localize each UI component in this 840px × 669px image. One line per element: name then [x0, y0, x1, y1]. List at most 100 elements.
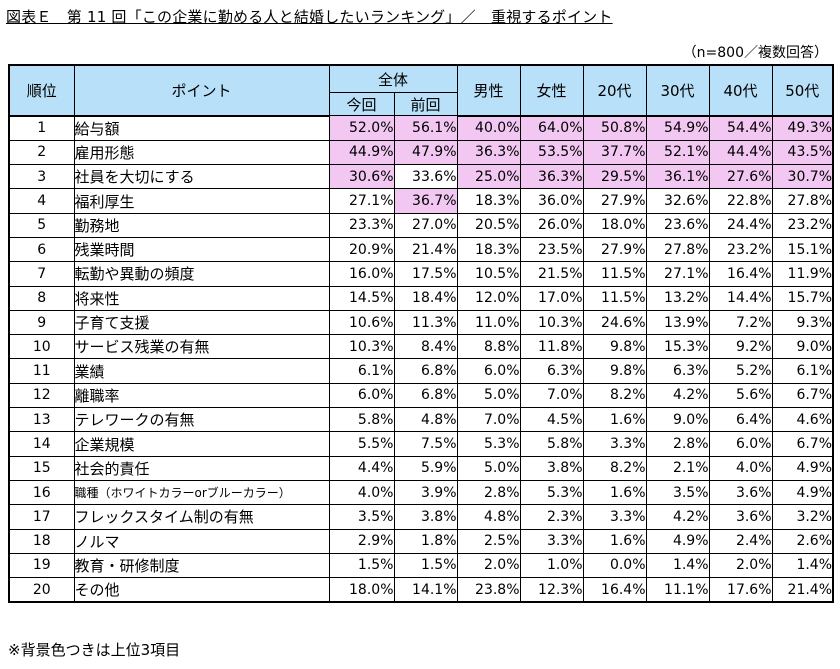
rank-cell: 4	[8, 188, 75, 214]
value-cell: 7.0%	[519, 382, 584, 409]
value-cell: 54.4%	[708, 115, 773, 141]
value-cell: 54.9%	[645, 115, 710, 141]
value-cell: 27.1%	[645, 261, 710, 287]
value-cell: 3.8%	[519, 455, 584, 481]
value-cell: 4.6%	[771, 407, 834, 433]
rank-cell: 5	[8, 212, 75, 238]
value-cell: 23.6%	[645, 212, 710, 238]
value-cell: 1.5%	[328, 552, 395, 579]
table-row: 4 福利厚生 27.1% 36.7% 18.3% 36.0% 27.9% 32.6% 22.8%…	[8, 188, 834, 214]
value-cell: 5.3%	[456, 431, 521, 457]
value-cell: 3.8%	[393, 504, 458, 530]
value-cell: 8.8%	[456, 334, 521, 360]
table-row: 10 サービス残業の有無 10.3% 8.4% 8.8% 11.8% 9.8% 15.3% 9.…	[8, 334, 834, 360]
point-cell: その他	[73, 577, 330, 603]
table-row: 17 フレックスタイム制の有無 3.5% 3.8% 4.8% 2.3% 3.3% 4.2% 3.…	[8, 504, 834, 530]
value-cell: 30.6%	[328, 164, 395, 190]
header-age40: 40代	[708, 64, 773, 117]
point-cell: 社会的責任	[73, 455, 330, 481]
value-cell: 5.6%	[708, 382, 773, 409]
point-cell: 職種（ホワイトカラーorブルーカラー）	[73, 479, 330, 506]
value-cell: 23.3%	[328, 212, 395, 238]
value-cell: 17.5%	[393, 261, 458, 287]
value-cell: 3.5%	[645, 479, 710, 506]
header-age30: 30代	[645, 64, 710, 117]
value-cell: 13.2%	[645, 285, 710, 311]
value-cell: 40.0%	[456, 115, 521, 141]
table-row: 8 将来性 14.5% 18.4% 12.0% 17.0% 11.5% 13.2% 14.4% 1…	[8, 285, 834, 311]
value-cell: 5.9%	[393, 455, 458, 481]
rank-cell: 14	[8, 431, 75, 457]
value-cell: 4.8%	[456, 504, 521, 530]
sample-note: （n=800／複数回答）	[682, 45, 828, 61]
value-cell: 4.8%	[393, 407, 458, 433]
value-cell: 52.1%	[645, 139, 710, 166]
value-cell: 4.2%	[645, 504, 710, 530]
value-cell: 43.5%	[771, 139, 834, 166]
value-cell: 36.3%	[456, 139, 521, 166]
value-cell: 11.0%	[456, 309, 521, 336]
value-cell: 22.8%	[708, 188, 773, 214]
table-row: 2 雇用形態 44.9% 47.9% 36.3% 53.5% 37.7% 52.1% 44.4%…	[8, 139, 834, 166]
value-cell: 64.0%	[519, 115, 584, 141]
value-cell: 9.8%	[582, 358, 647, 384]
value-cell: 13.9%	[645, 309, 710, 336]
value-cell: 9.8%	[582, 334, 647, 360]
value-cell: 27.8%	[645, 236, 710, 263]
value-cell: 9.2%	[708, 334, 773, 360]
point-cell: 勤務地	[73, 212, 330, 238]
value-cell: 17.6%	[708, 577, 773, 603]
value-cell: 20.5%	[456, 212, 521, 238]
value-cell: 9.0%	[771, 334, 834, 360]
value-cell: 27.1%	[328, 188, 395, 214]
header-age20: 20代	[582, 64, 647, 117]
value-cell: 4.9%	[645, 528, 710, 554]
ranking-table: 順位 ポイント 全体 男性 女性 20代 30代 40代 50代 今回 前回 1…	[8, 64, 835, 604]
point-cell: 雇用形態	[73, 139, 330, 166]
value-cell: 7.2%	[708, 309, 773, 336]
point-cell: 教育・研修制度	[73, 552, 330, 579]
chart-title: 図表Ｅ 第 11 回「この企業に勤める人と結婚したいランキング」／ 重視するポイ…	[6, 8, 613, 26]
point-cell: 社員を大切にする	[73, 164, 330, 190]
value-cell: 2.0%	[708, 552, 773, 579]
header-overall: 全体	[328, 64, 458, 93]
header-previous: 前回	[393, 92, 458, 116]
value-cell: 18.0%	[328, 577, 395, 603]
table-row: 18 ノルマ 2.9% 1.8% 2.5% 3.3% 1.6% 4.9% 2.4% 2.6%	[8, 528, 834, 554]
rank-cell: 13	[8, 407, 75, 433]
value-cell: 26.0%	[519, 212, 584, 238]
value-cell: 6.0%	[708, 431, 773, 457]
value-cell: 3.3%	[519, 528, 584, 554]
rank-cell: 20	[8, 577, 75, 603]
value-cell: 27.9%	[582, 236, 647, 263]
value-cell: 2.9%	[328, 528, 395, 554]
value-cell: 14.4%	[708, 285, 773, 311]
value-cell: 21.5%	[519, 261, 584, 287]
value-cell: 10.3%	[328, 334, 395, 360]
value-cell: 21.4%	[393, 236, 458, 263]
point-cell: 業績	[73, 358, 330, 384]
rank-cell: 6	[8, 236, 75, 263]
point-cell: 残業時間	[73, 236, 330, 263]
table-row: 14 企業規模 5.5% 7.5% 5.3% 5.8% 3.3% 2.8% 6.0% 6.7%	[8, 431, 834, 457]
value-cell: 18.0%	[582, 212, 647, 238]
value-cell: 2.3%	[519, 504, 584, 530]
value-cell: 52.0%	[328, 115, 395, 141]
value-cell: 4.0%	[328, 479, 395, 506]
value-cell: 3.9%	[393, 479, 458, 506]
value-cell: 18.3%	[456, 236, 521, 263]
value-cell: 11.5%	[582, 261, 647, 287]
value-cell: 4.9%	[771, 479, 834, 506]
rank-cell: 8	[8, 285, 75, 311]
footnote: ※背景色つきは上位3項目	[8, 641, 181, 659]
value-cell: 44.9%	[328, 139, 395, 166]
value-cell: 4.9%	[771, 455, 834, 481]
value-cell: 8.4%	[393, 334, 458, 360]
value-cell: 3.5%	[328, 504, 395, 530]
rank-cell: 9	[8, 309, 75, 336]
value-cell: 17.0%	[519, 285, 584, 311]
value-cell: 1.4%	[645, 552, 710, 579]
table-row: 6 残業時間 20.9% 21.4% 18.3% 23.5% 27.9% 27.8% 23.2%…	[8, 236, 834, 263]
header-age50: 50代	[771, 64, 834, 117]
value-cell: 11.9%	[771, 261, 834, 287]
